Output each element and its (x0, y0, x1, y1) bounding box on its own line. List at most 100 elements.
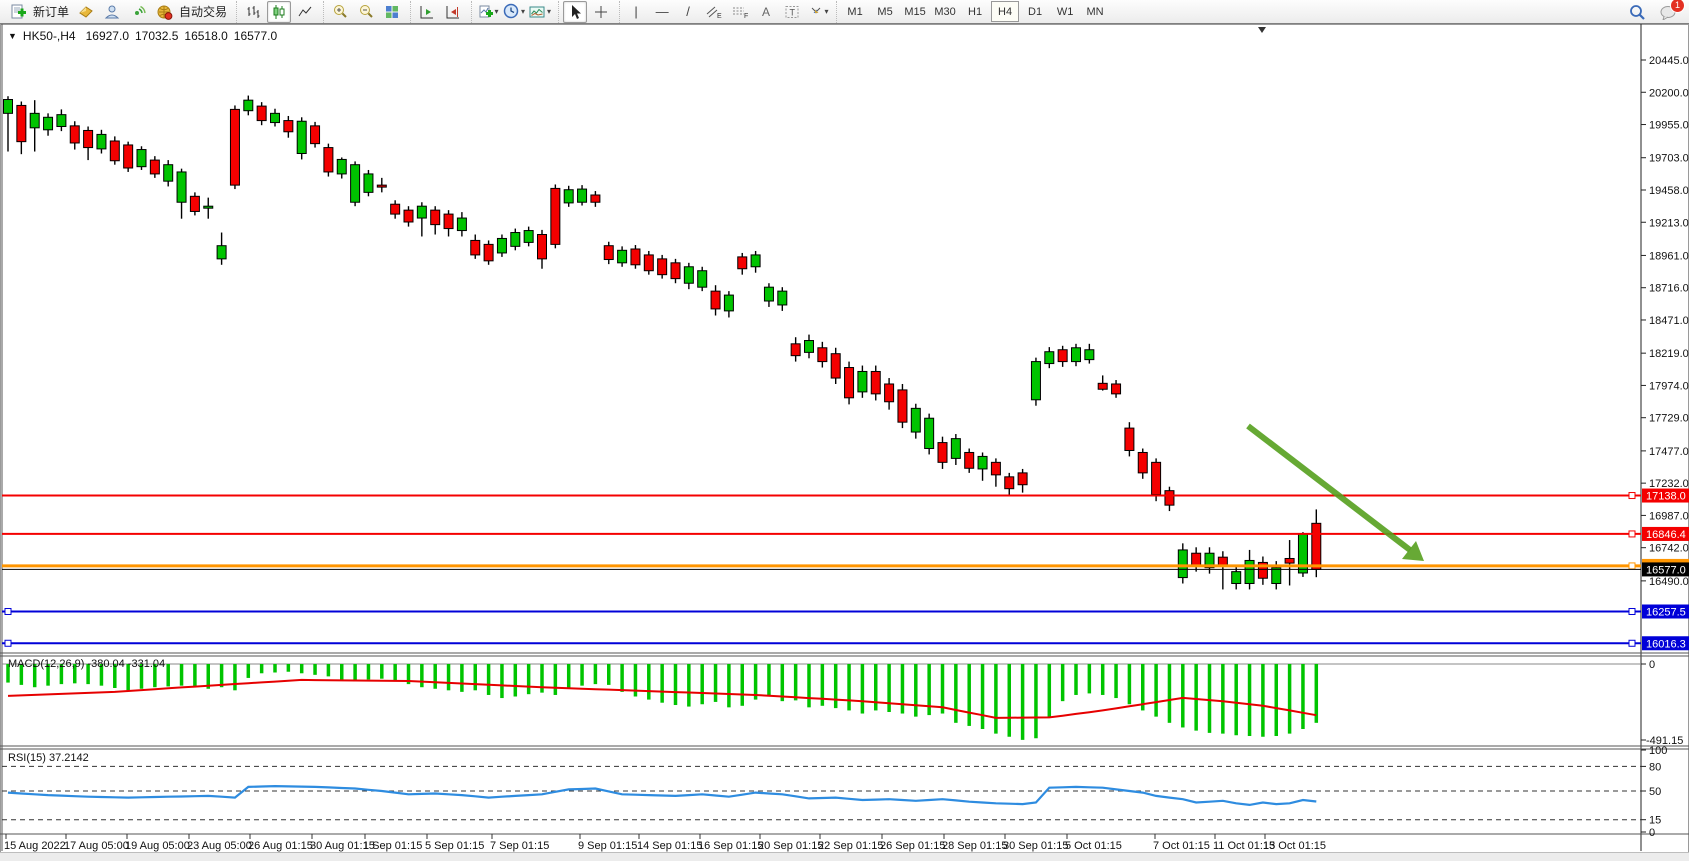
timeframe-m1[interactable]: M1 (847, 5, 863, 18)
zoom-out-icon (359, 5, 373, 18)
timeline-label[interactable]: 30 Aug 01:15 (310, 840, 375, 852)
cursor-button[interactable] (563, 0, 588, 23)
price-axis-label: 20200.0 (1649, 87, 1689, 99)
candle (777, 290, 788, 306)
trend-arrow[interactable] (1246, 423, 1412, 553)
timeline-label[interactable]: 22 Sep 01:15 (818, 840, 883, 852)
candle (323, 147, 334, 173)
timeline-label[interactable]: 15 Aug 2022 (4, 840, 66, 852)
autotrading-label[interactable]: 自动交易 (179, 5, 228, 19)
horizontal-line-tool[interactable]: — (650, 1, 674, 23)
auto-scroll-button[interactable] (415, 1, 439, 23)
candle (189, 195, 200, 212)
template-icon (529, 6, 545, 17)
trend-arrow-head[interactable] (1402, 541, 1424, 561)
timeline-label[interactable]: 17 Aug 05:00 (64, 840, 129, 852)
history-button[interactable] (74, 1, 98, 23)
text-icon: A (762, 4, 771, 19)
new-order-label[interactable]: 新订单 (33, 5, 70, 19)
timeline-label[interactable]: 23 Aug 05:00 (187, 840, 252, 852)
timeframe-w1[interactable]: W1 (1056, 5, 1074, 18)
contacts-button[interactable] (100, 1, 124, 23)
price-tag-label: 16846.4 (1646, 529, 1686, 541)
chart-shift-button[interactable] (441, 1, 465, 23)
candle (1284, 557, 1295, 564)
timeline-label[interactable]: 9 Sep 01:15 (578, 840, 637, 852)
timeline-label[interactable]: 5 Sep 01:15 (425, 840, 484, 852)
candle (216, 245, 227, 260)
objects-group: | — / E F A T ▾ (619, 0, 834, 23)
rsi-axis-label: 50 (1649, 786, 1661, 798)
price-tag (1642, 562, 1689, 577)
tile-windows-button[interactable] (380, 1, 404, 23)
timeline-label[interactable]: 26 Sep 01:15 (880, 840, 945, 852)
equidistant-channel-tool[interactable]: E (702, 1, 726, 23)
timeframe-mn[interactable]: MN (1086, 5, 1104, 18)
autotrading-button[interactable] (152, 1, 176, 23)
zoom-in-button[interactable] (328, 1, 352, 23)
text-label-tool[interactable]: T (780, 1, 804, 23)
level-handle[interactable] (1628, 492, 1636, 500)
level-handle[interactable] (1628, 530, 1636, 538)
level-handle[interactable] (4, 639, 12, 647)
line-chart-button[interactable] (293, 1, 317, 23)
timeline-label[interactable]: 30 Sep 01:15 (1003, 840, 1068, 852)
notification-badge: 1 (1670, 0, 1685, 13)
bar-chart-button[interactable] (241, 1, 265, 23)
price-axis-label: 18471.0 (1649, 315, 1689, 327)
timeline-label[interactable]: 7 Oct 01:15 (1153, 840, 1210, 852)
timeline-label[interactable]: 19 Aug 05:00 (125, 840, 190, 852)
timeline-label[interactable]: 5 Oct 01:15 (1065, 840, 1122, 852)
timeframe-m5[interactable]: M5 (877, 5, 893, 18)
candle (937, 442, 948, 463)
candle (857, 370, 868, 393)
timeline-label[interactable]: 7 Sep 01:15 (490, 840, 549, 852)
timeline-label[interactable]: 28 Sep 01:15 (942, 840, 1007, 852)
text-tool[interactable]: A (754, 1, 778, 23)
new-chart-button[interactable]: ▾ (476, 1, 500, 23)
new-order-icon (11, 4, 26, 18)
trendline-tool[interactable]: / (676, 1, 700, 23)
timeline-label[interactable]: 11 Oct 01:15 (1213, 840, 1275, 852)
candlestick-chart-button[interactable] (267, 0, 292, 23)
timeframe-h1[interactable]: H1 (968, 5, 983, 18)
arrows-tool[interactable]: ▾ (806, 1, 830, 23)
template-button[interactable]: ▾ (528, 1, 552, 23)
new-order-button[interactable] (6, 1, 30, 23)
zoom-out-button[interactable] (354, 1, 378, 23)
timeline-label[interactable]: 26 Aug 01:15 (248, 840, 313, 852)
candle (1017, 472, 1028, 486)
macd-label: MACD(12,26,9) -380.04 -331.04 (8, 658, 166, 670)
level-handle[interactable] (4, 607, 12, 615)
timeline-label[interactable]: 13 Oct 01:15 (1263, 840, 1326, 852)
timeline-label[interactable]: 14 Sep 01:15 (637, 840, 702, 852)
notifications-button[interactable]: 1 (1656, 0, 1685, 23)
signals-button[interactable] (126, 1, 150, 23)
horizontal-line-icon: — (655, 4, 669, 19)
chart-canvas[interactable]: 20445.0 20200.0 19955.0 19703.0 19458.0 19213… (0, 24, 1689, 853)
vertical-line-tool[interactable]: | (624, 1, 648, 23)
timeline-label[interactable]: 20 Sep 01:15 (758, 840, 823, 852)
level-handle[interactable] (1628, 639, 1636, 647)
timeline-label[interactable]: 16 Sep 01:15 (698, 840, 763, 852)
candle (350, 164, 361, 203)
candle (96, 133, 107, 150)
level-handle[interactable] (1628, 562, 1636, 570)
timeline-label[interactable]: 1 Sep 01:15 (363, 840, 422, 852)
level-handle[interactable] (1628, 607, 1636, 615)
candle (683, 266, 694, 284)
period-button[interactable]: ▾ (502, 1, 526, 23)
candle (657, 258, 668, 276)
cursor-icon (572, 4, 582, 19)
candle (643, 254, 654, 272)
timeframe-h4[interactable]: H4 (991, 1, 1020, 22)
timeframe-d1[interactable]: D1 (1028, 5, 1043, 18)
search-button[interactable] (1625, 1, 1649, 23)
chart-menu-caret[interactable]: ▼ (8, 31, 17, 41)
candle (16, 104, 27, 143)
timeframe-m30[interactable]: M30 (934, 5, 956, 18)
crosshair-button[interactable] (589, 1, 613, 23)
candle (1217, 556, 1228, 566)
timeframe-m15[interactable]: M15 (904, 5, 926, 18)
fibonacci-tool[interactable]: F (728, 1, 752, 23)
